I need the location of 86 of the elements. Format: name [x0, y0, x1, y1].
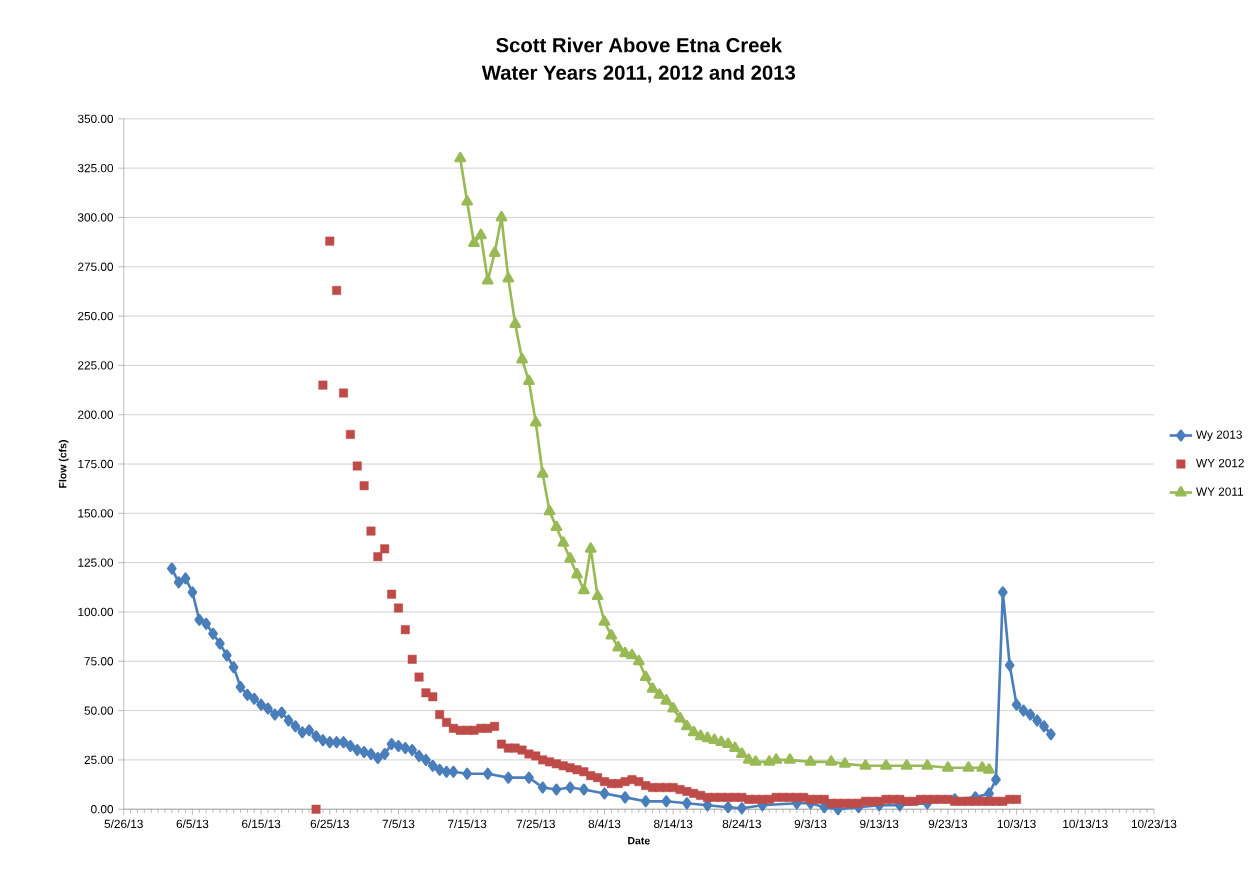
y-tick-label: 150.00 [78, 509, 114, 518]
point [612, 641, 625, 652]
point [639, 670, 652, 682]
point [468, 236, 480, 248]
point [653, 688, 666, 699]
x-tick-label: 8/14/13 [654, 819, 693, 829]
x-tick-label: 8/24/13 [722, 819, 761, 829]
point [859, 759, 872, 770]
y-tick-label: 25.00 [84, 755, 114, 765]
y-tick-label: 175.00 [78, 459, 114, 469]
point [646, 682, 659, 693]
x-tick-label: 7/5/13 [382, 819, 415, 829]
x-tick-label: 6/25/13 [310, 819, 349, 829]
y-tick-label: 225.00 [78, 361, 114, 370]
y-tick-label: 50.00 [84, 706, 114, 715]
y-tick-label: 250.00 [78, 312, 114, 321]
x-tick-label: 6/5/13 [176, 819, 209, 829]
legend-label: WY 2011 [1196, 487, 1244, 496]
point [962, 761, 975, 772]
y-tick-label: 350.00 [77, 114, 114, 124]
point [564, 552, 576, 563]
point [529, 416, 542, 427]
x-tick-label: 6/15/13 [242, 819, 281, 829]
point [900, 759, 913, 770]
y-tick-label: 275.00 [78, 262, 114, 272]
point [523, 374, 535, 386]
x-tick-label: 7/15/13 [448, 819, 487, 829]
point [784, 753, 796, 764]
point [584, 542, 597, 553]
point [681, 719, 693, 731]
y-tick-label: 0.00 [91, 805, 114, 814]
x-tick-label: 8/4/13 [588, 819, 621, 829]
y-axis-title: Flow (cfs) [58, 440, 69, 488]
y-tick-label: 75.00 [84, 657, 114, 666]
point [550, 520, 563, 532]
point [536, 467, 549, 478]
point [626, 648, 638, 660]
point [502, 272, 515, 283]
point [543, 504, 556, 516]
point [557, 536, 570, 547]
point [632, 654, 645, 666]
point [722, 737, 734, 749]
x-tick-label: 7/25/13 [516, 819, 555, 829]
y-tick-label: 325.00 [77, 164, 114, 173]
point [495, 211, 508, 222]
point [921, 759, 934, 770]
point [578, 583, 590, 595]
point [591, 589, 604, 601]
point [509, 317, 522, 329]
point [736, 747, 748, 759]
x-tick-label: 9/23/13 [928, 819, 968, 829]
point [804, 755, 817, 766]
point [571, 568, 583, 579]
y-tick-label: 300.00 [77, 213, 114, 222]
point [942, 761, 954, 772]
chart-title: Scott River Above Etna Creek [496, 37, 783, 53]
point [516, 353, 528, 364]
legend-label: WY 2012 [1196, 459, 1244, 468]
point [605, 629, 618, 640]
point [825, 755, 837, 766]
point [687, 725, 700, 737]
point [475, 228, 487, 240]
x-axis-title: Date [628, 837, 650, 845]
x-tick-label: 9/3/13 [794, 819, 827, 829]
y-tick-label: 200.00 [78, 410, 114, 420]
point [660, 694, 673, 705]
point [749, 755, 762, 766]
y-tick-label: 100.00 [78, 607, 114, 617]
point [983, 763, 995, 774]
x-tick-label: 10/23/13 [1131, 819, 1177, 829]
x-tick-label: 5/26/13 [104, 819, 143, 829]
point [488, 246, 501, 258]
legend-label: Wy 2013 [1196, 430, 1242, 442]
point [667, 702, 680, 713]
point [880, 759, 892, 770]
point [674, 712, 686, 723]
point [454, 151, 467, 163]
x-tick-label: 9/13/13 [860, 819, 899, 829]
point [729, 741, 741, 753]
x-tick-label: 10/13/13 [1063, 819, 1108, 829]
point [598, 615, 611, 626]
point [839, 757, 851, 768]
x-tick-label: 10/3/13 [997, 819, 1036, 829]
y-tick-label: 125.00 [78, 558, 114, 567]
chart-subtitle: Water Years 2011, 2012 and 2013 [481, 65, 796, 83]
point [461, 195, 473, 206]
